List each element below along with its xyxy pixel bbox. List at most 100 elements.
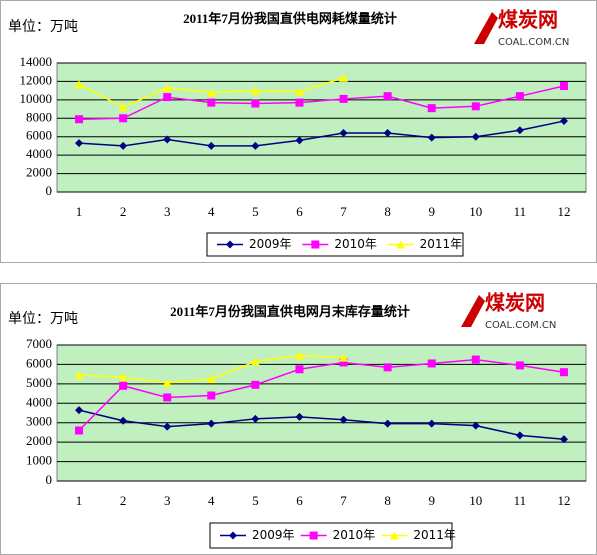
x-tick-label: 7: [340, 493, 347, 508]
y-tick-label: 5000: [26, 375, 52, 390]
legend-label: 2009年: [249, 237, 292, 251]
data-point: [515, 431, 524, 440]
x-tick-label: 11: [514, 204, 527, 219]
data-point: [471, 421, 480, 430]
data-point: [339, 415, 348, 424]
y-tick-label: 1000: [26, 453, 52, 468]
data-point: [295, 136, 304, 145]
data-point: [427, 133, 436, 142]
x-tick-label: 6: [296, 204, 303, 219]
legend-label: 2010年: [333, 528, 376, 542]
data-point: [339, 73, 349, 82]
x-tick-label: 11: [514, 493, 527, 508]
legend-marker: [396, 240, 406, 249]
y-tick-label: 7000: [26, 336, 52, 351]
data-point: [251, 380, 260, 389]
series-line: [78, 120, 565, 147]
data-point: [559, 368, 568, 377]
data-point: [162, 83, 172, 92]
x-tick-label: 4: [208, 493, 215, 508]
data-point: [515, 361, 524, 370]
data-point: [339, 353, 349, 362]
x-tick-label: 4: [208, 204, 215, 219]
data-point: [559, 435, 568, 444]
data-point: [471, 132, 480, 141]
y-tick-label: 12000: [20, 72, 53, 87]
data-point: [251, 99, 260, 108]
legend-marker: [309, 531, 318, 540]
data-point: [427, 419, 436, 428]
y-tick-label: 2000: [26, 433, 52, 448]
data-point: [339, 94, 348, 103]
data-point: [427, 104, 436, 113]
data-point: [119, 416, 128, 425]
y-tick-label: 4000: [26, 146, 52, 161]
y-tick-label: 3000: [26, 414, 52, 429]
y-tick-label: 14000: [20, 54, 53, 69]
x-tick-label: 2: [120, 204, 127, 219]
legend-label: 2011年: [420, 237, 463, 251]
x-tick-label: 9: [428, 204, 435, 219]
unit-label: 单位：万吨: [8, 19, 78, 35]
y-tick-label: 0: [46, 472, 53, 487]
data-point: [515, 92, 524, 101]
data-point: [119, 381, 128, 390]
x-tick-label: 10: [469, 493, 482, 508]
x-tick-label: 5: [252, 204, 259, 219]
logo-name: 煤炭网: [485, 291, 545, 315]
chart-title: 2011年7月份我国直供电网耗煤量统计: [183, 11, 397, 26]
x-tick-label: 2: [120, 493, 127, 508]
x-tick-label: 6: [296, 493, 303, 508]
y-tick-label: 2000: [26, 165, 52, 180]
plot-area: [56, 62, 587, 193]
legend-marker: [226, 240, 234, 249]
logo-name: 煤炭网: [498, 8, 558, 32]
legend-label: 2011年: [413, 528, 456, 542]
x-tick-label: 3: [164, 204, 171, 219]
y-tick-label: 6000: [26, 128, 52, 143]
x-tick-label: 9: [428, 493, 435, 508]
chart-title: 2011年7月份我国直供电网月末库存量统计: [170, 304, 410, 319]
x-tick-label: 12: [557, 204, 570, 219]
data-point: [383, 92, 392, 101]
series-line: [79, 85, 565, 120]
data-point: [295, 98, 304, 107]
x-tick-label: 10: [469, 204, 482, 219]
data-point: [119, 141, 128, 150]
data-point: [163, 422, 172, 431]
data-point: [207, 141, 216, 150]
x-tick-label: 3: [164, 493, 171, 508]
data-point: [163, 93, 172, 102]
data-point: [163, 135, 172, 144]
data-point: [75, 115, 84, 124]
data-point: [75, 139, 84, 148]
data-point: [206, 88, 216, 97]
data-point: [250, 86, 260, 95]
data-point: [383, 419, 392, 428]
data-point: [559, 117, 568, 126]
y-tick-label: 8000: [26, 109, 52, 124]
x-tick-label: 12: [557, 493, 570, 508]
data-point: [294, 351, 304, 360]
series-line: [78, 358, 565, 432]
legend-marker: [389, 531, 399, 540]
x-tick-label: 5: [252, 493, 259, 508]
legend: [206, 232, 464, 257]
data-point: [207, 98, 216, 107]
logo-icon: [461, 295, 485, 327]
data-point: [75, 406, 84, 415]
data-point: [383, 129, 392, 138]
data-point: [251, 141, 260, 150]
data-point: [471, 355, 480, 364]
data-point: [163, 393, 172, 402]
data-point: [294, 87, 304, 96]
x-tick-label: 1: [76, 204, 83, 219]
data-point: [162, 378, 172, 387]
data-point: [251, 414, 260, 423]
x-tick-label: 8: [384, 493, 391, 508]
data-point: [119, 114, 128, 123]
data-point: [250, 357, 260, 366]
legend-marker: [229, 531, 237, 540]
y-tick-label: 6000: [26, 355, 52, 370]
